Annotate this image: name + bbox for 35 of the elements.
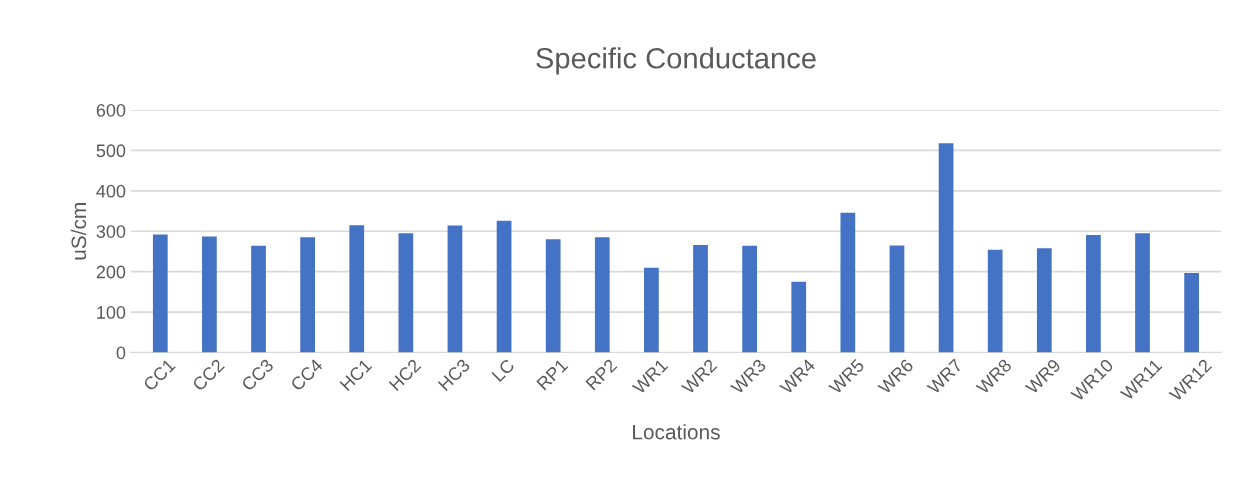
- y-tick-label: 600: [96, 103, 126, 117]
- bar: [594, 237, 610, 353]
- y-axis-title: uS/cm: [70, 203, 87, 260]
- bar: [791, 281, 807, 353]
- bar: [251, 245, 266, 353]
- bar: [644, 267, 659, 353]
- y-tick-label: 400: [96, 184, 126, 198]
- bar: [300, 237, 315, 353]
- bar: [693, 244, 708, 353]
- bar: [1184, 272, 1199, 353]
- bar: [1086, 234, 1101, 353]
- bar: [987, 249, 1003, 353]
- bar: [840, 212, 856, 353]
- chart-title: Specific Conductance: [536, 47, 816, 75]
- bar: [742, 245, 757, 353]
- bar: [202, 236, 217, 353]
- x-tick-label: LC: [491, 358, 516, 383]
- bar: [349, 225, 365, 353]
- bar: [496, 220, 512, 353]
- y-tick-label: 100: [97, 306, 126, 319]
- bar: [545, 239, 561, 353]
- bar: [1135, 233, 1150, 353]
- y-tick-label: 0: [116, 346, 126, 360]
- x-tick-label: CC3: [240, 358, 275, 392]
- y-tick-label: 300: [96, 225, 126, 238]
- bar: [938, 143, 954, 353]
- x-tick-label: CC1: [142, 358, 176, 392]
- bar: [889, 245, 905, 353]
- x-axis-title: Locations: [633, 424, 720, 440]
- bar: [1036, 248, 1052, 353]
- bar: [152, 234, 168, 353]
- bar: [447, 225, 463, 353]
- y-tick-label: 200: [96, 265, 126, 279]
- bar: [398, 233, 414, 353]
- y-tick-label: 500: [96, 144, 126, 158]
